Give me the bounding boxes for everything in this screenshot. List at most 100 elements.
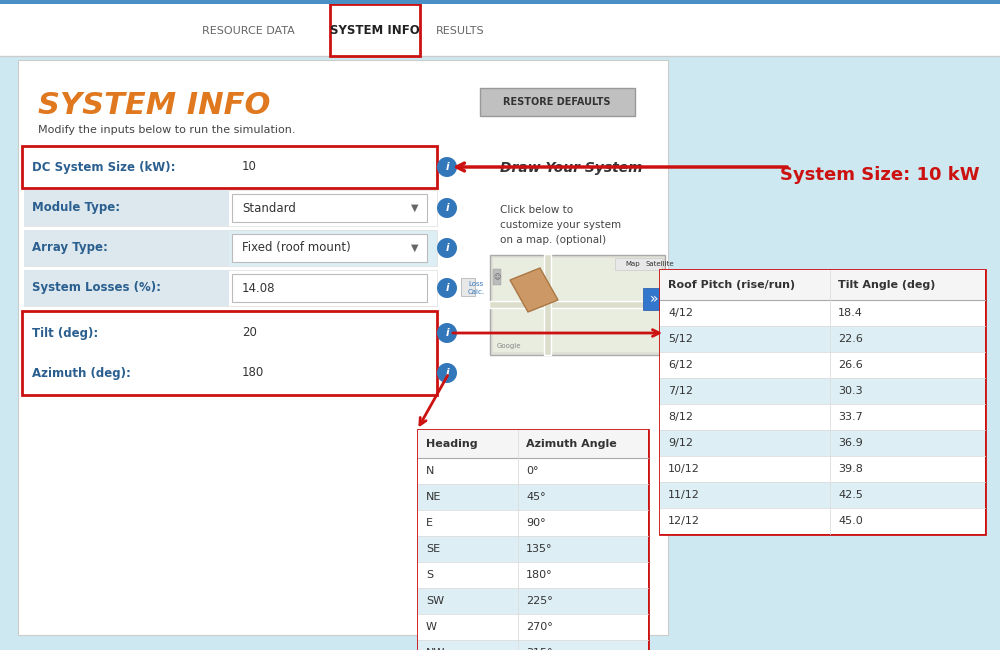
Bar xyxy=(24,270,229,306)
Text: 4/12: 4/12 xyxy=(668,308,693,318)
Text: 18.4: 18.4 xyxy=(838,308,863,318)
Bar xyxy=(660,456,985,482)
Bar xyxy=(660,482,985,508)
Circle shape xyxy=(437,157,457,177)
Text: Loss
Calc.: Loss Calc. xyxy=(467,281,485,294)
Text: 39.8: 39.8 xyxy=(838,464,863,474)
Bar xyxy=(418,458,648,484)
Bar xyxy=(24,315,229,351)
Text: System Losses (%):: System Losses (%): xyxy=(32,281,161,294)
Text: 45°: 45° xyxy=(526,492,546,502)
Text: ▼: ▼ xyxy=(411,243,419,253)
Text: 315°: 315° xyxy=(526,648,552,650)
Text: Fixed (roof mount): Fixed (roof mount) xyxy=(242,242,351,255)
Text: N: N xyxy=(426,466,434,476)
Bar xyxy=(24,230,437,266)
Text: i: i xyxy=(445,243,449,253)
Text: Roof Pitch (rise/run): Roof Pitch (rise/run) xyxy=(668,280,795,290)
Text: Standard: Standard xyxy=(242,202,296,214)
Text: 6/12: 6/12 xyxy=(668,360,693,370)
Text: 10: 10 xyxy=(242,161,257,174)
Bar xyxy=(418,562,648,588)
Bar xyxy=(22,146,437,188)
Text: 10/12: 10/12 xyxy=(668,464,700,474)
Bar xyxy=(0,0,1000,4)
Polygon shape xyxy=(510,268,558,312)
Bar xyxy=(24,355,437,391)
Bar xyxy=(493,258,662,352)
Circle shape xyxy=(437,278,457,298)
Text: RESOURCE DATA: RESOURCE DATA xyxy=(202,26,294,36)
Text: 7/12: 7/12 xyxy=(668,386,693,396)
Bar xyxy=(418,510,648,536)
Bar xyxy=(418,588,648,614)
Bar xyxy=(24,270,437,306)
Text: 42.5: 42.5 xyxy=(838,490,863,500)
Bar xyxy=(418,430,648,650)
Bar xyxy=(232,274,427,302)
Text: 11/12: 11/12 xyxy=(668,490,700,500)
Bar xyxy=(660,378,985,404)
Bar xyxy=(232,234,427,262)
Text: System Size: 10 kW: System Size: 10 kW xyxy=(780,166,980,184)
Bar xyxy=(643,288,665,310)
Circle shape xyxy=(437,323,457,343)
Bar xyxy=(24,190,437,226)
Text: SYSTEM INFO: SYSTEM INFO xyxy=(330,25,420,38)
Bar xyxy=(418,430,648,458)
Text: Azimuth Angle: Azimuth Angle xyxy=(526,439,617,449)
Circle shape xyxy=(437,363,457,383)
Bar xyxy=(24,190,229,226)
Text: 8/12: 8/12 xyxy=(668,412,693,422)
Text: 14.08: 14.08 xyxy=(242,281,276,294)
Text: Modify the inputs below to run the simulation.: Modify the inputs below to run the simul… xyxy=(38,125,296,135)
Text: 270°: 270° xyxy=(526,622,553,632)
Text: i: i xyxy=(445,328,449,338)
Bar xyxy=(418,536,648,562)
Text: 180: 180 xyxy=(242,367,264,380)
Text: 0°: 0° xyxy=(526,466,538,476)
Bar xyxy=(660,430,985,456)
Text: Heading: Heading xyxy=(426,439,478,449)
Bar xyxy=(493,269,501,285)
Text: ▼: ▼ xyxy=(411,203,419,213)
Text: 30.3: 30.3 xyxy=(838,386,863,396)
Bar xyxy=(24,315,437,351)
Bar xyxy=(418,640,648,650)
Text: 45.0: 45.0 xyxy=(838,516,863,526)
Text: W: W xyxy=(426,622,437,632)
Bar xyxy=(660,326,985,352)
Bar xyxy=(330,4,420,56)
Circle shape xyxy=(437,238,457,258)
Text: Module Type:: Module Type: xyxy=(32,202,120,214)
Text: 12/12: 12/12 xyxy=(668,516,700,526)
Text: Array Type:: Array Type: xyxy=(32,242,108,255)
Bar xyxy=(615,258,662,270)
Text: Tilt Angle (deg): Tilt Angle (deg) xyxy=(838,280,935,290)
Text: 180°: 180° xyxy=(526,570,553,580)
Bar xyxy=(660,270,985,300)
Text: 225°: 225° xyxy=(526,596,553,606)
Text: Azimuth (deg):: Azimuth (deg): xyxy=(32,367,131,380)
Bar xyxy=(660,270,985,534)
Text: 22.6: 22.6 xyxy=(838,334,863,344)
Text: 135°: 135° xyxy=(526,544,552,554)
Text: Tilt (deg):: Tilt (deg): xyxy=(32,326,98,339)
Text: SE: SE xyxy=(426,544,440,554)
Bar xyxy=(232,319,427,347)
Text: 5/12: 5/12 xyxy=(668,334,693,344)
Bar xyxy=(490,255,665,355)
Bar xyxy=(660,404,985,430)
Text: ☺: ☺ xyxy=(493,274,501,280)
Bar xyxy=(232,152,427,182)
Text: RESTORE DEFAULTS: RESTORE DEFAULTS xyxy=(503,97,611,107)
Text: i: i xyxy=(445,203,449,213)
Text: 26.6: 26.6 xyxy=(838,360,863,370)
Bar xyxy=(22,311,437,395)
Bar xyxy=(24,230,229,266)
Text: RESULTS: RESULTS xyxy=(436,26,484,36)
Text: »: » xyxy=(650,292,658,306)
Bar xyxy=(660,300,985,326)
Text: NE: NE xyxy=(426,492,441,502)
Bar xyxy=(0,4,1000,56)
